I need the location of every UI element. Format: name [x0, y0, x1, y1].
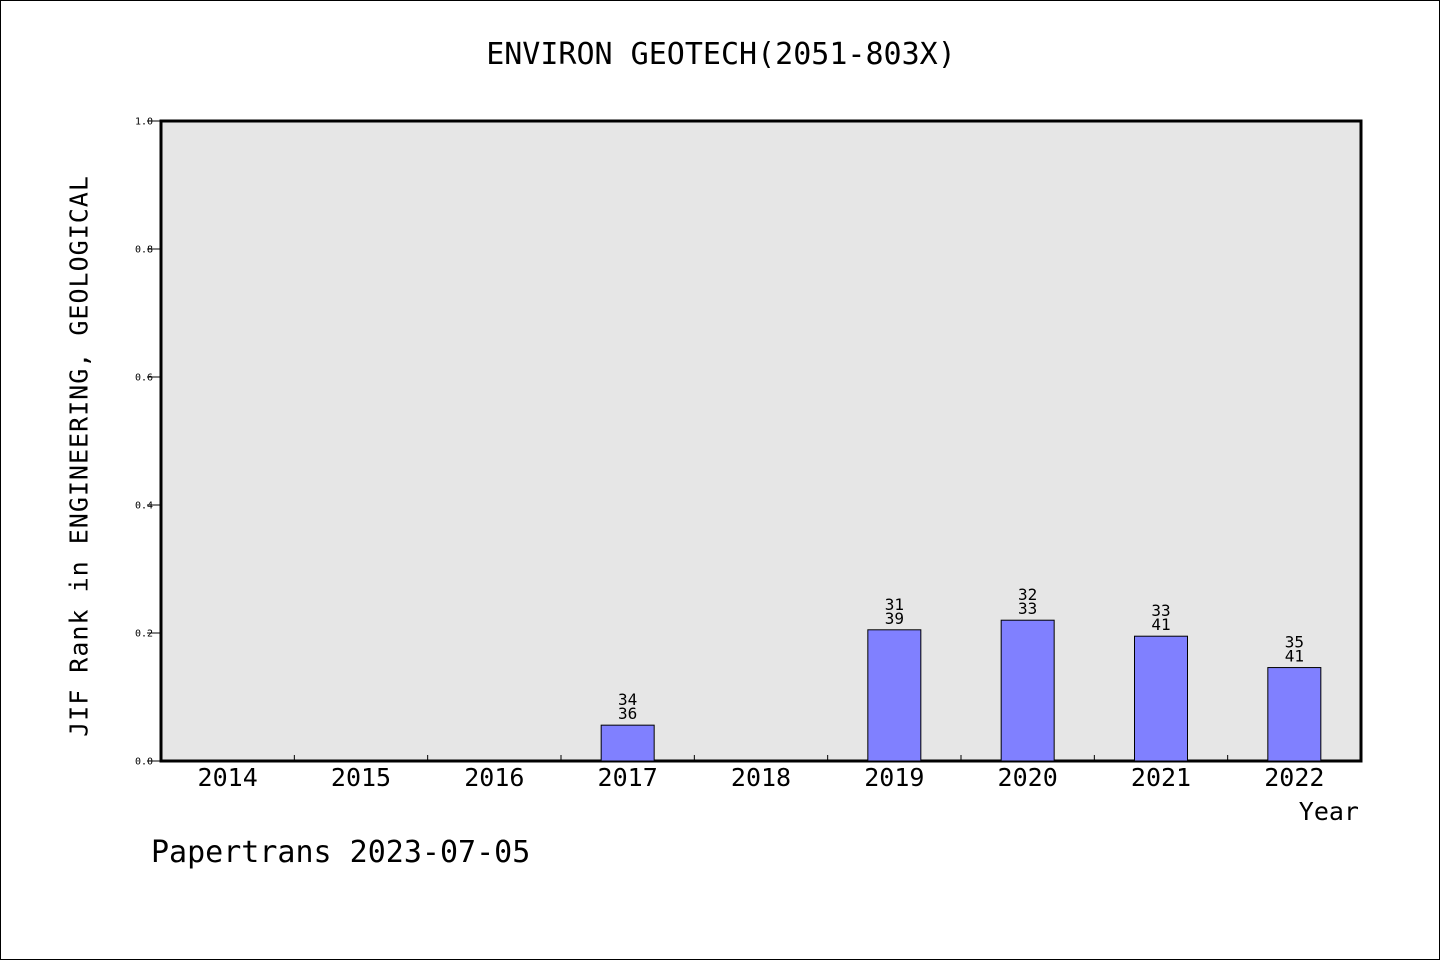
footer-credit: Papertrans 2023-07-05 [151, 835, 531, 870]
x-axis-label: Year [1298, 797, 1359, 826]
y-tick-label: 0.2 [135, 629, 153, 640]
x-tick-label: 2016 [464, 763, 524, 792]
y-axis: 0.0 0.2 0.4 0.6 0.8 1.0 [135, 117, 161, 768]
bar [600, 724, 655, 762]
x-tick-label: 2020 [998, 763, 1058, 792]
x-tick-label: 2019 [864, 763, 924, 792]
x-tick-label: 2014 [198, 763, 258, 792]
y-tick-label: 0.0 [135, 757, 153, 768]
bar-label-total: 39 [885, 609, 904, 628]
bar-label-total: 41 [1151, 615, 1170, 634]
bar-label-rank: 35 [1285, 633, 1304, 652]
bar-label-rank: 31 [885, 595, 904, 614]
bar-label-total: 36 [618, 704, 637, 723]
y-tick-label: 0.8 [135, 245, 153, 256]
bar [1000, 619, 1055, 762]
y-tick-label: 0.4 [135, 501, 153, 512]
bar [1134, 635, 1188, 762]
bar-label-rank: 34 [618, 690, 637, 709]
chart-title: ENVIRON GEOTECH(2051-803X) [486, 37, 956, 72]
bar-label-total: 33 [1018, 599, 1037, 618]
x-axis: 2014 2015 2016 2017 2018 2019 2020 2021 2022 [198, 755, 1324, 792]
y-tick-label: 0.6 [135, 373, 153, 384]
bars [600, 619, 1322, 762]
bar-label-rank: 32 [1018, 585, 1037, 604]
x-tick-label: 2021 [1131, 763, 1191, 792]
y-tick-label: 1.0 [135, 117, 153, 128]
bar [867, 629, 922, 762]
x-tick-label: 2015 [331, 763, 391, 792]
x-tick-label: 2022 [1264, 763, 1324, 792]
x-tick-label: 2018 [731, 763, 791, 792]
bar [1267, 667, 1322, 762]
bar-label-rank: 33 [1151, 601, 1170, 620]
bar-label-total: 41 [1285, 647, 1304, 666]
x-tick-label: 2017 [598, 763, 658, 792]
